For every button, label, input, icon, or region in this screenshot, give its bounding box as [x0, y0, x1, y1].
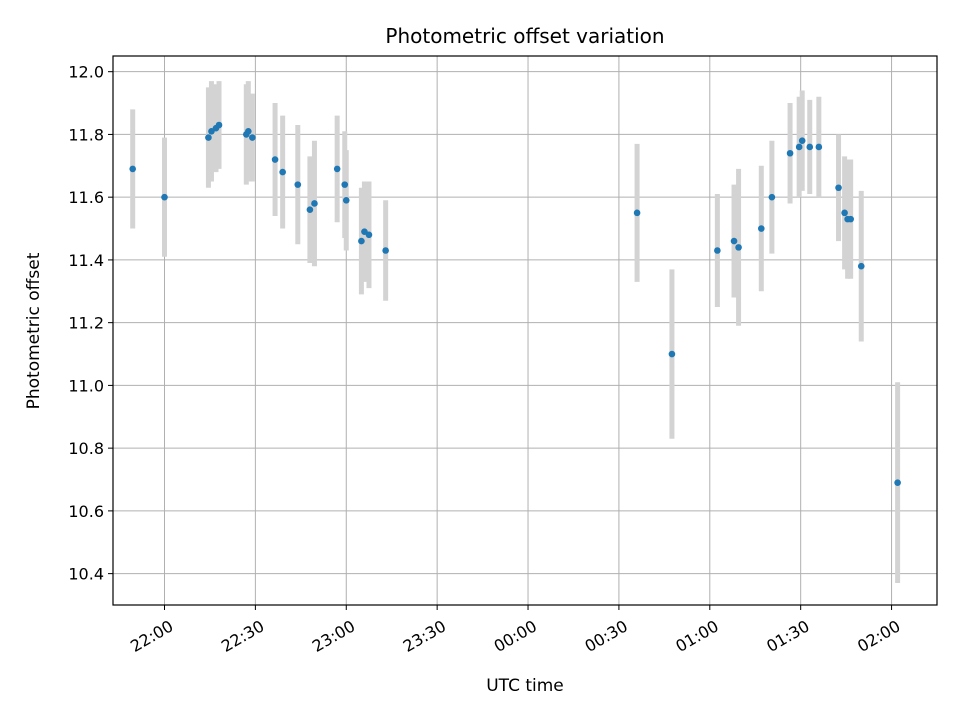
y-tick-label: 10.6: [68, 502, 104, 521]
data-point: [382, 247, 389, 254]
x-axis-title: UTC time: [486, 676, 564, 696]
data-point: [358, 237, 365, 245]
data-point: [847, 215, 854, 223]
data-point: [735, 244, 742, 251]
y-tick-label: 11.6: [68, 188, 104, 207]
data-point: [668, 350, 676, 358]
data-point: [245, 127, 252, 135]
y-tick-label: 11.8: [68, 125, 104, 144]
data-point: [279, 168, 286, 176]
data-point: [714, 247, 721, 254]
y-tick-label: 11.0: [68, 376, 104, 395]
data-point: [835, 184, 842, 192]
data-point: [786, 149, 794, 157]
data-point: [311, 200, 318, 207]
data-point: [294, 181, 302, 188]
y-tick-label: 11.4: [68, 251, 104, 270]
data-point: [333, 165, 341, 173]
grid: [113, 56, 937, 605]
data-point: [341, 181, 349, 188]
y-axis-ticks: 10.4 10.6 10.8 11.0 11.2 11.4 11.6 11.8 12.0: [68, 63, 113, 584]
data-point: [757, 225, 765, 232]
data-point: [795, 143, 803, 151]
data-points: [129, 121, 901, 486]
data-point: [306, 206, 314, 214]
plot-frame: [112, 55, 938, 606]
data-point: [161, 193, 168, 201]
y-tick-label: 10.4: [68, 565, 104, 584]
y-tick-label: 12.0: [68, 63, 104, 82]
data-point: [215, 121, 223, 129]
y-tick-label: 10.8: [68, 439, 104, 458]
data-point: [342, 197, 350, 204]
y-tick-label: 11.2: [68, 314, 104, 333]
data-point: [129, 165, 136, 173]
data-point: [633, 209, 641, 217]
data-point: [894, 479, 901, 486]
data-point: [815, 143, 823, 151]
data-point: [857, 262, 865, 270]
data-point: [271, 156, 279, 163]
data-point: [798, 137, 806, 145]
data-point: [806, 143, 814, 151]
chart-title: Photometric offset variation: [385, 24, 664, 48]
data-point: [768, 193, 776, 201]
data-point: [249, 134, 256, 141]
data-point: [205, 134, 212, 141]
data-point: [841, 209, 848, 217]
data-point: [730, 237, 738, 245]
data-point: [365, 231, 373, 239]
y-axis-title: Photometric offset: [24, 252, 44, 409]
